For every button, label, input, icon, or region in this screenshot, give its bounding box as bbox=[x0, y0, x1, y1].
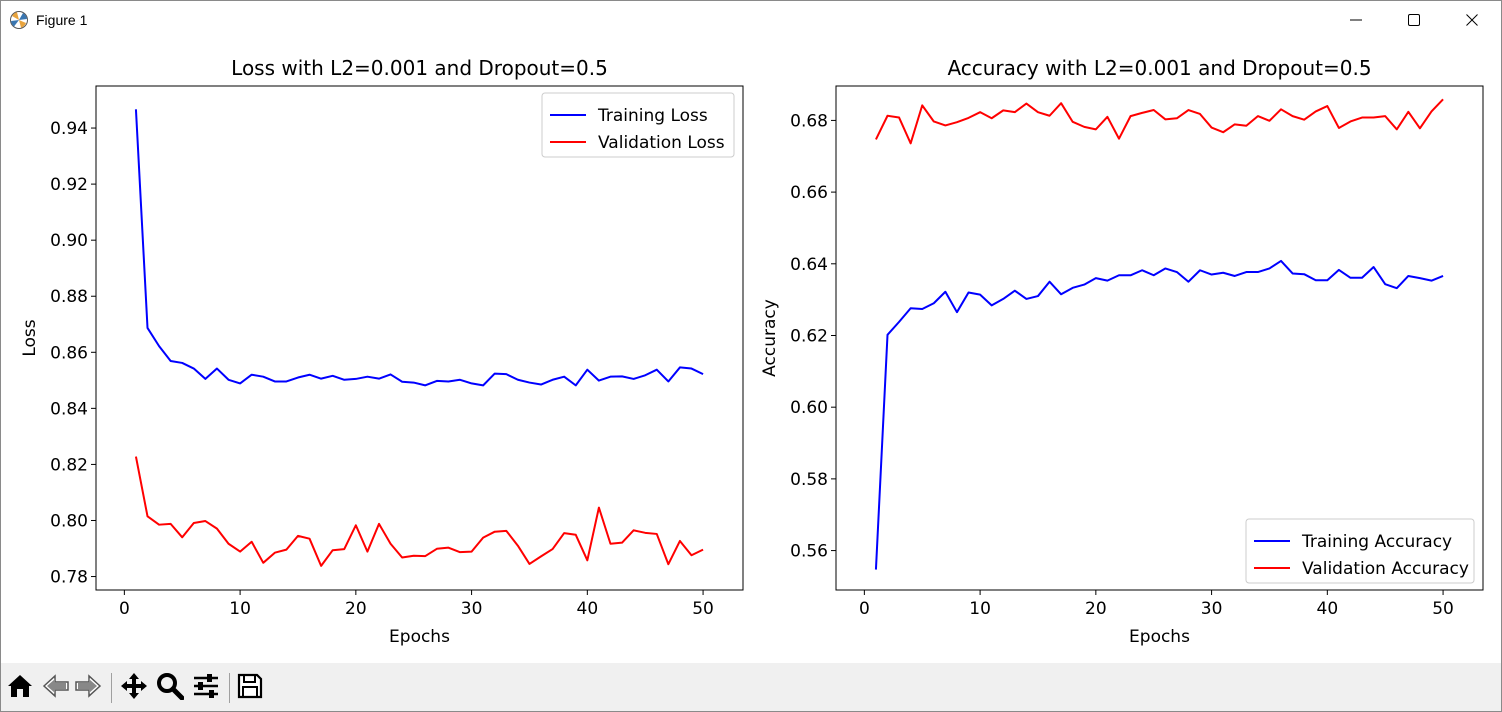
pan-button[interactable] bbox=[119, 673, 149, 703]
toolbar-separator bbox=[111, 673, 112, 703]
x-tick-label: 0 bbox=[119, 599, 130, 619]
y-tick-label: 0.66 bbox=[790, 183, 828, 203]
subplot-2: 0 10 20 30 40 50 0.56 0.58 0.60 0.62 0.64 0.66 0.68 A… bbox=[760, 56, 1484, 647]
legend-label: Training Accuracy bbox=[1301, 532, 1452, 552]
sliders-icon bbox=[192, 672, 220, 704]
y-axis-label: Loss bbox=[20, 319, 40, 356]
zoom-icon bbox=[156, 672, 185, 704]
x-tick-label: 20 bbox=[345, 599, 367, 619]
y-tick-label: 0.60 bbox=[790, 398, 828, 418]
back-button[interactable] bbox=[41, 673, 71, 703]
save-button[interactable] bbox=[235, 673, 265, 703]
title-bar[interactable]: Figure 1 bbox=[1, 1, 1501, 39]
figure-canvas[interactable]: 0 10 20 30 40 50 0.78 0.80 0.82 0.84 0.86 0.88 0.90 0… bbox=[1, 39, 1501, 663]
toolbar-separator bbox=[229, 673, 230, 703]
x-axis-label: Epochs bbox=[1129, 627, 1190, 647]
home-icon bbox=[7, 673, 33, 703]
x-tick-label: 30 bbox=[1201, 599, 1223, 619]
y-tick-label: 0.90 bbox=[50, 231, 88, 251]
pan-icon bbox=[120, 672, 148, 704]
y-axis-label: Accuracy bbox=[760, 299, 780, 377]
y-tick-label: 0.84 bbox=[50, 399, 88, 419]
matplotlib-icon bbox=[9, 10, 29, 30]
y-tick-label: 0.86 bbox=[50, 343, 88, 363]
x-tick-label: 20 bbox=[1085, 599, 1107, 619]
minimize-icon bbox=[1349, 13, 1363, 27]
y-tick-label: 0.78 bbox=[50, 568, 88, 588]
zoom-button[interactable] bbox=[155, 673, 185, 703]
series-line-training bbox=[134, 109, 704, 387]
maximize-button[interactable] bbox=[1385, 1, 1443, 39]
subplot-1: 0 10 20 30 40 50 0.78 0.80 0.82 0.84 0.86 0.88 0.90 0… bbox=[20, 56, 744, 647]
y-tick-label: 0.64 bbox=[790, 255, 828, 275]
x-tick-label: 50 bbox=[692, 599, 714, 619]
series-line-training bbox=[874, 259, 1444, 570]
chart-title: Loss with L2=0.001 and Dropout=0.5 bbox=[231, 56, 608, 80]
x-tick-label: 30 bbox=[461, 599, 483, 619]
forward-arrow-icon bbox=[74, 673, 102, 703]
configure-subplots-button[interactable] bbox=[191, 673, 221, 703]
axes-frame bbox=[835, 85, 1484, 591]
y-tick-label: 0.68 bbox=[790, 111, 828, 131]
window-title: Figure 1 bbox=[36, 12, 88, 28]
close-button[interactable] bbox=[1443, 1, 1501, 39]
y-tick-label: 0.94 bbox=[50, 119, 88, 139]
x-tick-label: 40 bbox=[1317, 599, 1339, 619]
figure-svg: 0 10 20 30 40 50 0.78 0.80 0.82 0.84 0.86 0.88 0.90 0… bbox=[20, 56, 1484, 647]
legend: Training Accuracy Validation Accuracy bbox=[1245, 518, 1475, 584]
axes-frame bbox=[95, 85, 744, 591]
close-icon bbox=[1465, 13, 1479, 27]
y-tick-label: 0.88 bbox=[50, 287, 88, 307]
forward-button[interactable] bbox=[73, 673, 103, 703]
legend-label: Validation Accuracy bbox=[1302, 559, 1469, 579]
x-tick-label: 50 bbox=[1432, 599, 1454, 619]
minimize-button[interactable] bbox=[1327, 1, 1385, 39]
save-icon bbox=[236, 672, 264, 704]
legend-box bbox=[541, 92, 735, 158]
chart-title: Accuracy with L2=0.001 and Dropout=0.5 bbox=[947, 56, 1371, 80]
back-arrow-icon bbox=[42, 673, 70, 703]
x-tick-label: 40 bbox=[577, 599, 599, 619]
y-tick-label: 0.56 bbox=[790, 542, 828, 562]
y-tick-label: 0.82 bbox=[50, 455, 88, 475]
x-tick-label: 0 bbox=[859, 599, 870, 619]
series-line-validation bbox=[875, 98, 1444, 145]
y-tick-label: 0.58 bbox=[790, 470, 828, 490]
x-tick-label: 10 bbox=[229, 599, 251, 619]
legend: Training Loss Validation Loss bbox=[541, 92, 735, 158]
legend-box bbox=[1245, 518, 1475, 584]
y-tick-label: 0.62 bbox=[790, 326, 828, 346]
home-button[interactable] bbox=[5, 673, 35, 703]
y-tick-label: 0.80 bbox=[50, 511, 88, 531]
legend-label: Validation Loss bbox=[598, 133, 725, 153]
x-axis-label: Epochs bbox=[389, 627, 450, 647]
x-tick-label: 10 bbox=[969, 599, 991, 619]
maximize-icon bbox=[1407, 13, 1421, 27]
y-tick-label: 0.92 bbox=[50, 175, 88, 195]
series-line-validation bbox=[134, 456, 704, 567]
legend-label: Training Loss bbox=[597, 106, 708, 126]
navigation-toolbar bbox=[1, 663, 1501, 711]
